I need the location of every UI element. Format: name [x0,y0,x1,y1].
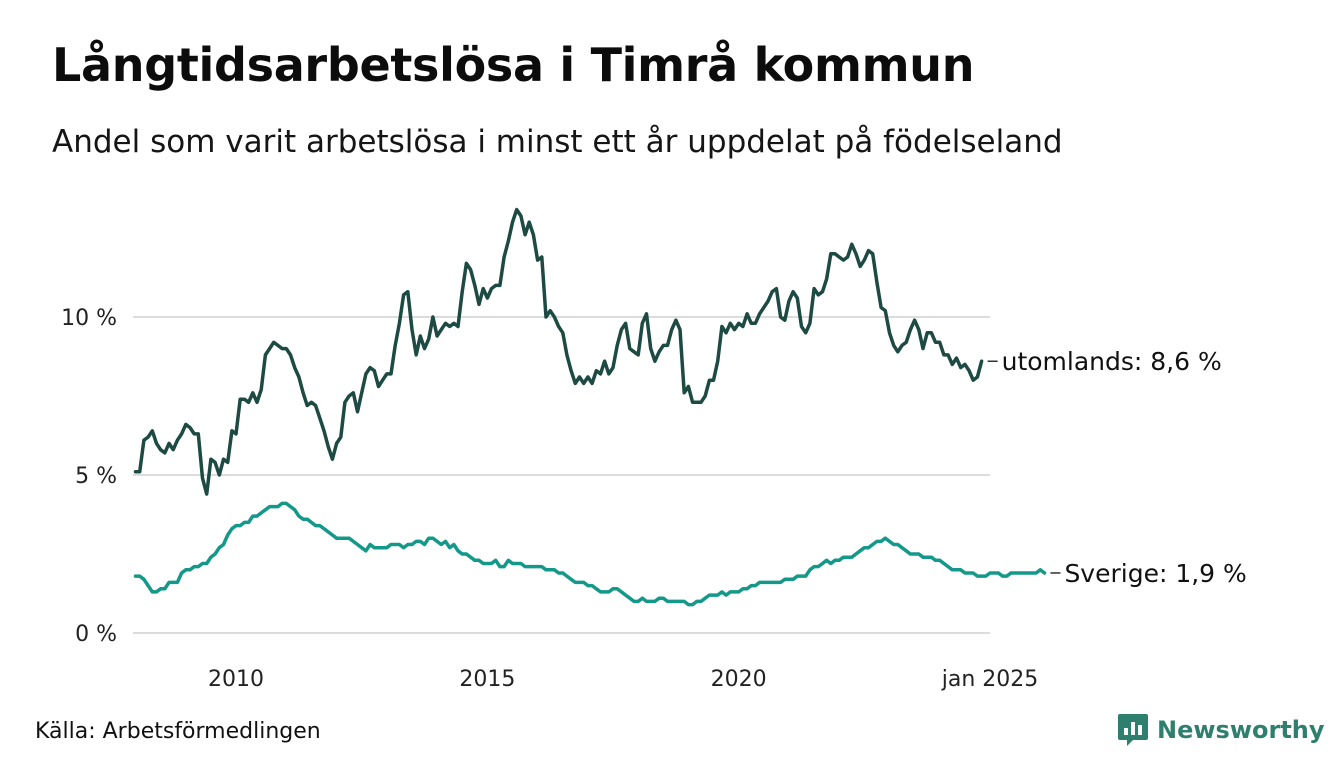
x-tick-label: 2010 [208,667,264,692]
chart-subtitle: Andel som varit arbetslösa i minst ett å… [52,124,1063,160]
x-tick-label: 2015 [459,667,515,692]
y-axis-ticks: 0 % 5 % 10 % [61,306,117,647]
y-tick-label: 10 % [61,306,117,331]
newsworthy-logo-icon [1118,714,1148,746]
series-line-utomlands [133,207,984,496]
source-note: Källa: Arbetsförmedlingen [35,719,321,744]
series-line-sverige [133,501,1047,607]
x-axis-ticks: 2010 2015 2020 jan 2025 [208,667,1038,692]
end-label-sverige: Sverige: 1,9 % [1064,559,1246,588]
end-label-utomlands: utomlands: 8,6 % [1002,347,1222,376]
brand-logo[interactable]: Newsworthy [1117,712,1325,748]
x-tick-label: jan 2025 [941,667,1039,692]
series-lines [133,207,1047,607]
y-tick-label: 5 % [75,464,117,489]
y-tick-label: 0 % [75,622,117,647]
series-end-labels: utomlands: 8,6 % Sverige: 1,9 % [987,347,1247,588]
grid-lines [133,316,990,634]
brand-name: Newsworthy [1157,716,1325,744]
chart-title: Långtidsarbetslösa i Timrå kommun [52,38,975,92]
x-tick-label: 2020 [711,667,767,692]
